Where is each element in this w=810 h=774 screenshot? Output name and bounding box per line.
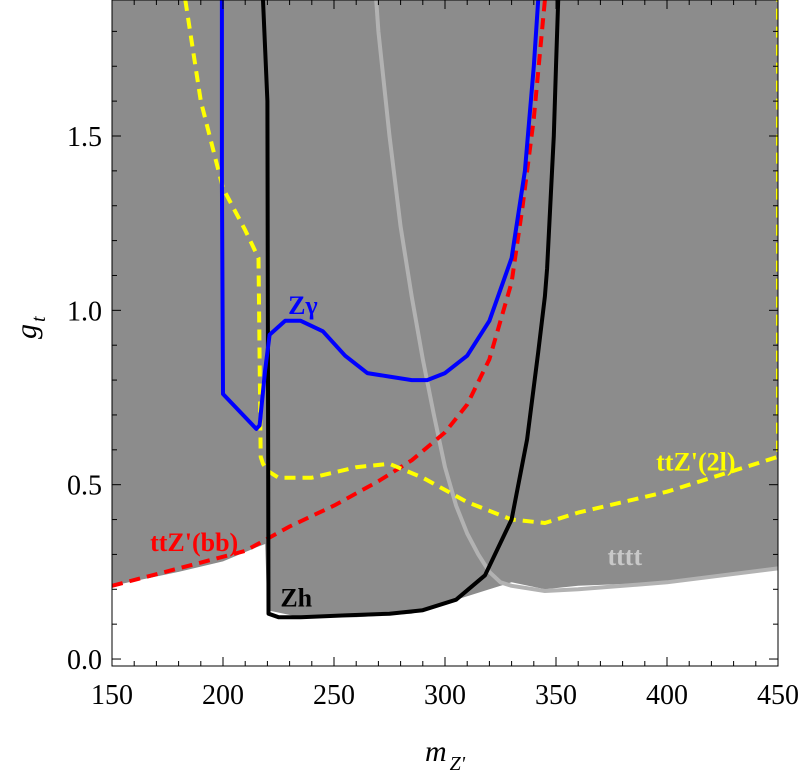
curve-labels: Zγ Zh tttt ttZ'(bb) ttZ'(2l) [150, 291, 735, 613]
x-tick-label: 300 [424, 680, 466, 711]
curve-label-zh: Zh [280, 584, 312, 613]
curve-label-ttz-bb: ttZ'(bb) [150, 528, 238, 557]
x-tick-label: 350 [535, 680, 577, 711]
series-ttz-2l-line [183, 0, 778, 525]
y-tick-label: 1.0 [67, 296, 102, 327]
x-tick-label: 450 [757, 680, 799, 711]
y-axis-label: gt [10, 316, 50, 339]
curves-layer [112, 0, 778, 620]
series-zh-line [261, 0, 561, 620]
x-axis-label: m Z' [425, 735, 466, 774]
curve-label-tttt: tttt [607, 542, 642, 571]
x-tick-label: 250 [313, 680, 355, 711]
series-z-line [219, 0, 541, 431]
axis-ticks: 150 200 250 300 350 400 450 0.0 0.5 1.0 1.5 [67, 0, 799, 711]
y-tick-label: 0.0 [67, 645, 102, 676]
excluded-region-layer [112, 0, 778, 618]
x-tick-label: 150 [91, 680, 133, 711]
y-tick-label: 0.5 [67, 471, 102, 502]
x-tick-label: 400 [646, 680, 688, 711]
curve-label-z: Zγ [288, 291, 318, 320]
y-tick-label: 1.5 [67, 122, 102, 153]
series-tttt-line [374, 0, 778, 593]
curve-label-ttz-2l: ttZ'(2l) [656, 448, 735, 477]
excluded-region [112, 0, 778, 618]
x-tick-label: 200 [202, 680, 244, 711]
series-ttz-bb-line [112, 0, 547, 588]
